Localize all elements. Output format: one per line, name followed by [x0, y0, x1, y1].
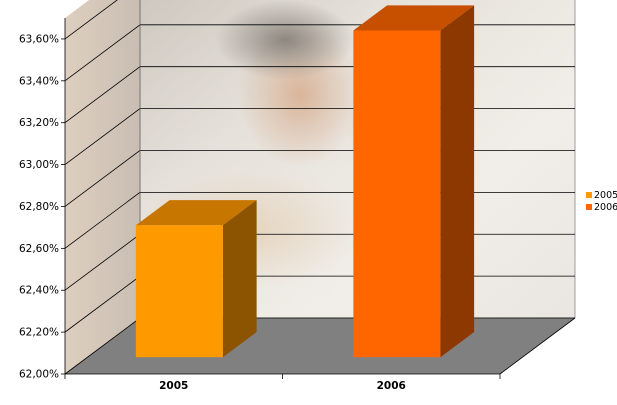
y-axis: 62,00% 62,20% 62,40% 62,60% 62,80% 63,00% 63,2… [19, 33, 65, 381]
bar-front-face [135, 225, 223, 358]
grid-line-side [64, 108, 141, 165]
y-tick-label: 63,20% [19, 117, 59, 129]
floor-right-edge [499, 317, 576, 375]
bar-top-face [353, 5, 475, 31]
grid-line-side [64, 150, 141, 207]
y-tick-label: 62,40% [19, 285, 59, 297]
legend-label: 2006 [594, 202, 617, 213]
y-tick-label: 62,60% [19, 243, 59, 255]
bars [135, 5, 475, 358]
grid-line-side [64, 66, 141, 124]
legend-label: 2005 [594, 190, 617, 201]
bar-top-face [135, 200, 257, 226]
grid-line-side [64, 275, 141, 333]
y-tick-label: 62,20% [19, 327, 59, 339]
bar-side-face [222, 200, 257, 358]
grid-line-side [64, 0, 118, 40]
bar-2006 [353, 5, 475, 358]
legend-swatch [586, 204, 592, 210]
y-tick-label: 62,00% [19, 369, 59, 381]
photo-hair-shape [215, 0, 355, 80]
bar-side-face [440, 5, 475, 358]
x-axis: 2005 2006 [64, 317, 576, 392]
y-tick-label: 63,40% [19, 75, 59, 87]
side-wall [65, 0, 140, 374]
y-tick-label: 63,60% [19, 33, 59, 45]
grid-line-side [64, 317, 141, 375]
bar-front-face [353, 30, 441, 358]
grid-line-side [64, 24, 141, 82]
y-tick-label: 63,00% [19, 159, 59, 171]
grid-line-side [64, 192, 141, 249]
bar-2005 [135, 200, 257, 358]
y-tick-label: 62,80% [19, 201, 59, 213]
x-tick-label: 2005 [159, 380, 188, 392]
legend-swatch [586, 192, 592, 198]
grid-line-side [64, 233, 141, 291]
x-tick-label: 2006 [377, 380, 406, 392]
